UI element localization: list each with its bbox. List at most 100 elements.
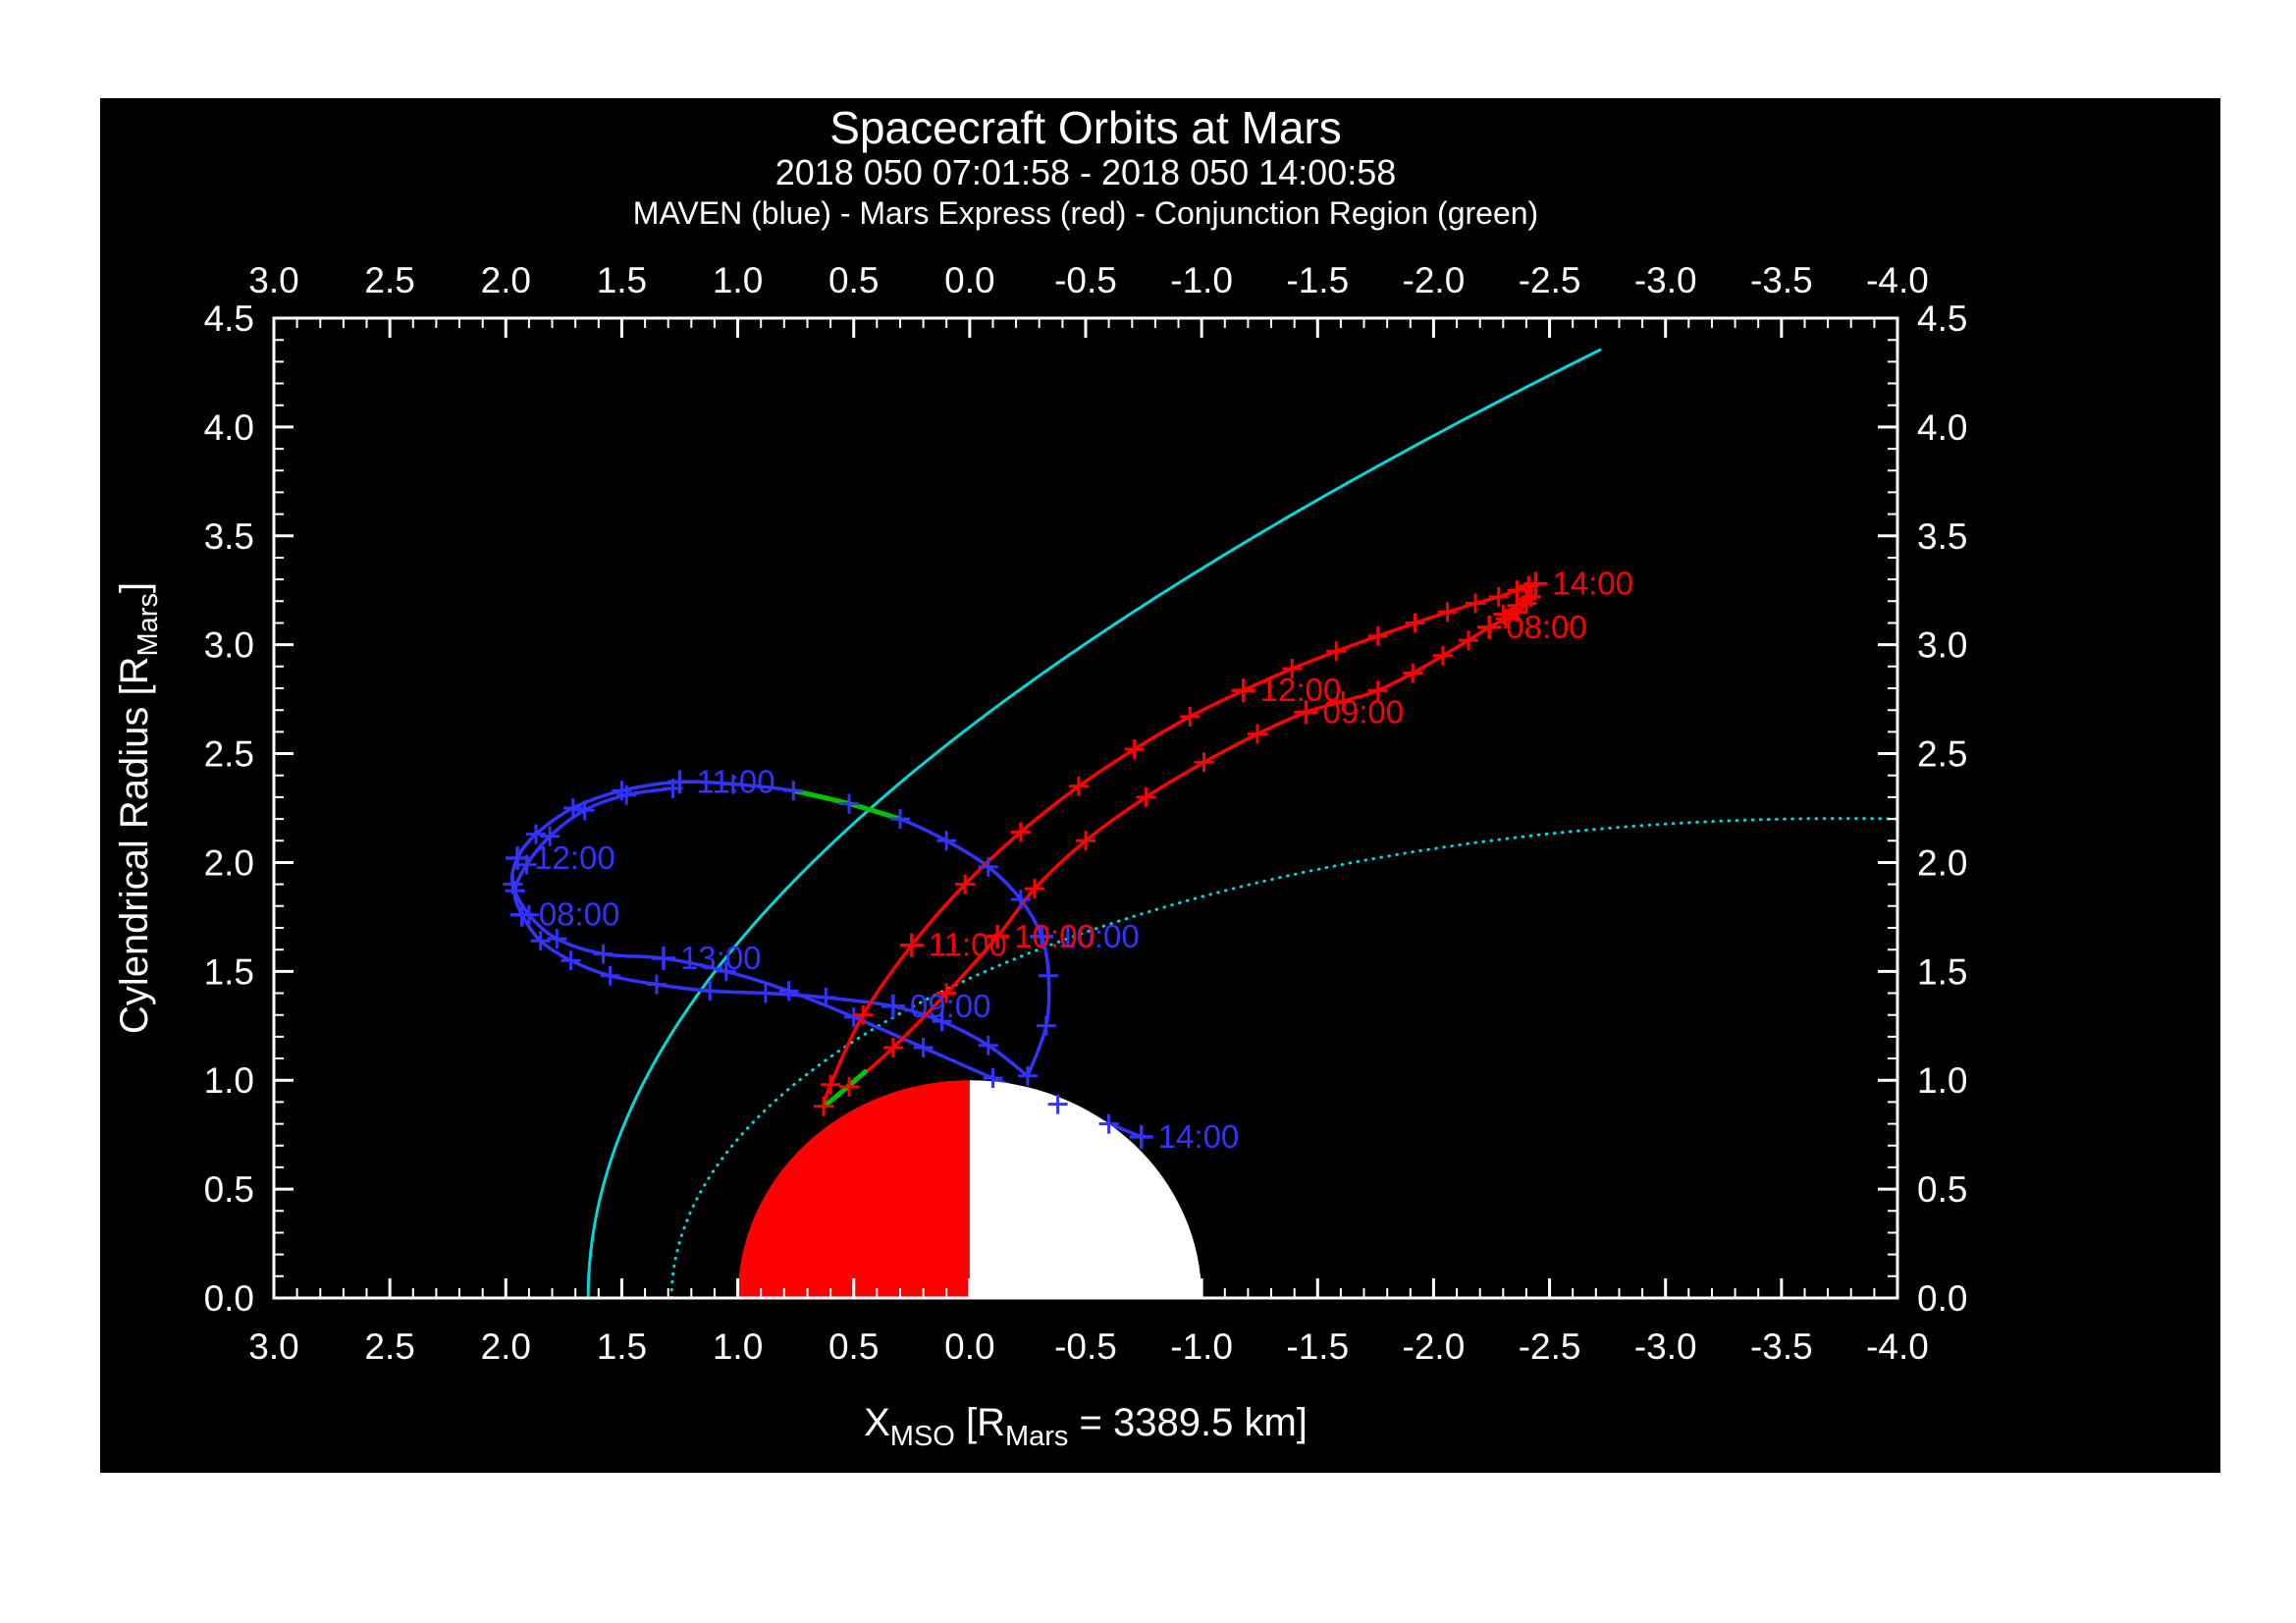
maven-hour-marker [509, 902, 534, 927]
y-tick-label-left: 1.5 [204, 951, 254, 992]
y-axis-label: Cylendrical Radius [RMars] [113, 582, 164, 1034]
maven-hour-marker [881, 994, 905, 1018]
maven-time-label: 09:00 [910, 988, 991, 1024]
mars-express-hour-marker [986, 924, 1010, 948]
y-tick-label-left: 4.5 [204, 298, 254, 339]
y-tick-label-right: 4.5 [1917, 298, 1967, 339]
x-tick-label-top: -0.5 [1054, 260, 1117, 300]
x-tick-label-bottom: -3.0 [1634, 1326, 1697, 1367]
x-axis-label-end: = 3389.5 km] [1068, 1401, 1307, 1444]
maven-hour-marker [651, 947, 675, 971]
x-tick-label-bottom: 2.0 [481, 1326, 531, 1367]
maven-hour-marker [1129, 1124, 1153, 1149]
mars-express-time-label: 10:00 [1014, 918, 1095, 954]
x-axis-label: XMSO [RMars = 3389.5 km] [864, 1401, 1308, 1452]
maven-time-label: 14:00 [1158, 1118, 1240, 1155]
y-tick-label-left: 3.5 [204, 516, 254, 557]
maven-hour-marker [667, 770, 692, 794]
minor-ticks [274, 318, 1897, 1298]
chart-subtitle: 2018 050 07:01:58 - 2018 050 14:00:58 [775, 152, 1397, 192]
mars-nightside [969, 1080, 1202, 1298]
x-tick-label-bottom: 0.5 [828, 1326, 879, 1367]
x-tick-label-bottom: 1.5 [597, 1326, 647, 1367]
x-tick-label-top: 1.0 [713, 260, 763, 300]
x-axis-label-main: X [864, 1401, 890, 1444]
conjunction-region-orbit-path [821, 1068, 868, 1109]
mars-express-hour-marker [1231, 678, 1255, 703]
x-tick-label-bottom: 3.0 [248, 1326, 298, 1367]
maven-orbit-path [509, 780, 1144, 1139]
x-tick-label-bottom: -1.5 [1286, 1326, 1349, 1367]
x-tick-label-top: -1.0 [1170, 260, 1233, 300]
x-tick-label-top: -2.5 [1519, 260, 1581, 300]
x-axis-label-sub: MSO [890, 1421, 955, 1452]
chart-title: Spacecraft Orbits at Mars [829, 102, 1342, 153]
plot-data-area: 08:0009:0010:0011:0012:0013:0014:0008:00… [503, 348, 1897, 1298]
x-tick-label-bottom: -2.0 [1403, 1326, 1466, 1367]
y-axis-label-main: Cylendrical Radius [R [113, 656, 156, 1034]
x-tick-label-top: -2.0 [1403, 260, 1466, 300]
mars-dayside [737, 1080, 970, 1298]
x-tick-label-top: -4.0 [1866, 260, 1929, 300]
mars-express-time-label: 08:00 [1506, 609, 1587, 645]
mars-express-time-label: 11:00 [929, 927, 1007, 963]
axis-tick-labels: 3.03.02.52.52.02.01.51.51.01.00.50.50.00… [204, 260, 1968, 1367]
x-tick-label-bottom: 2.5 [364, 1326, 414, 1367]
y-tick-label-right: 0.5 [1917, 1169, 1967, 1210]
magnetic-pileup-boundary-curve [669, 817, 1897, 1298]
y-tick-label-right: 1.5 [1917, 951, 1967, 992]
axis-ticks [272, 316, 1899, 1300]
x-tick-label-top: 2.0 [481, 260, 531, 300]
mars-express-hour-marker [899, 933, 924, 957]
x-tick-label-top: -3.5 [1750, 260, 1813, 300]
x-tick-label-top: 0.5 [828, 260, 879, 300]
y-tick-label-left: 0.5 [204, 1169, 254, 1210]
maven-time-label: 08:00 [539, 896, 620, 933]
x-tick-label-bottom: 1.0 [713, 1326, 763, 1367]
x-tick-label-top: 0.0 [944, 260, 994, 300]
y-tick-label-right: 1.0 [1917, 1060, 1967, 1101]
x-tick-label-bottom: -0.5 [1054, 1326, 1117, 1367]
y-axis-label-end: ] [113, 582, 156, 593]
x-tick-label-top: 1.5 [597, 260, 647, 300]
x-tick-label-top: 3.0 [248, 260, 298, 300]
y-tick-label-left: 3.0 [204, 625, 254, 666]
maven-time-label: 12:00 [534, 839, 615, 876]
y-tick-label-left: 2.5 [204, 734, 254, 775]
x-axis-label-mid: [R [955, 1401, 1005, 1444]
mars-express-hour-marker [1523, 571, 1548, 596]
maven-time-label: 10:00 [1058, 918, 1140, 954]
x-tick-label-bottom: -1.0 [1170, 1326, 1233, 1367]
chart-legend-line: MAVEN (blue) - Mars Express (red) - Conj… [633, 195, 1538, 231]
bow-shock-curve [586, 348, 1602, 1298]
y-axis-label-sub: Mars [133, 593, 164, 656]
y-tick-label-right: 4.0 [1917, 407, 1967, 448]
x-tick-label-bottom: -4.0 [1866, 1326, 1929, 1367]
mars-express-time-label: 14:00 [1552, 566, 1633, 602]
y-tick-label-left: 0.0 [204, 1278, 254, 1319]
x-axis-label-sub2: Mars [1005, 1421, 1068, 1452]
maven-time-label: 11:00 [697, 763, 775, 799]
y-tick-label-left: 1.0 [204, 1060, 254, 1101]
y-tick-label-left: 2.0 [204, 842, 254, 883]
x-tick-label-top: -3.0 [1634, 260, 1697, 300]
maven-hour-marker [1030, 924, 1054, 948]
y-tick-label-right: 3.0 [1917, 625, 1967, 666]
plot-render-layer: 08:0009:0010:0011:0012:0013:0014:0008:00… [204, 260, 1968, 1367]
mars-express-time-label: 12:00 [1260, 672, 1342, 708]
y-tick-label-right: 0.0 [1917, 1278, 1967, 1319]
mars-express-hour-marker [1294, 700, 1318, 725]
mars-express-hour-marker [1477, 615, 1502, 639]
x-tick-label-bottom: -3.5 [1750, 1326, 1813, 1367]
x-tick-label-top: 2.5 [364, 260, 414, 300]
x-tick-label-bottom: 0.0 [944, 1326, 994, 1367]
y-tick-label-right: 2.0 [1917, 842, 1967, 883]
maven-time-ticks [503, 772, 1151, 1147]
maven-hour-marker [506, 846, 530, 871]
x-tick-label-bottom: -2.5 [1519, 1326, 1581, 1367]
x-tick-label-top: -1.5 [1286, 260, 1349, 300]
mars-express-time-label: 09:00 [1322, 693, 1404, 730]
y-tick-label-left: 4.0 [204, 407, 254, 448]
